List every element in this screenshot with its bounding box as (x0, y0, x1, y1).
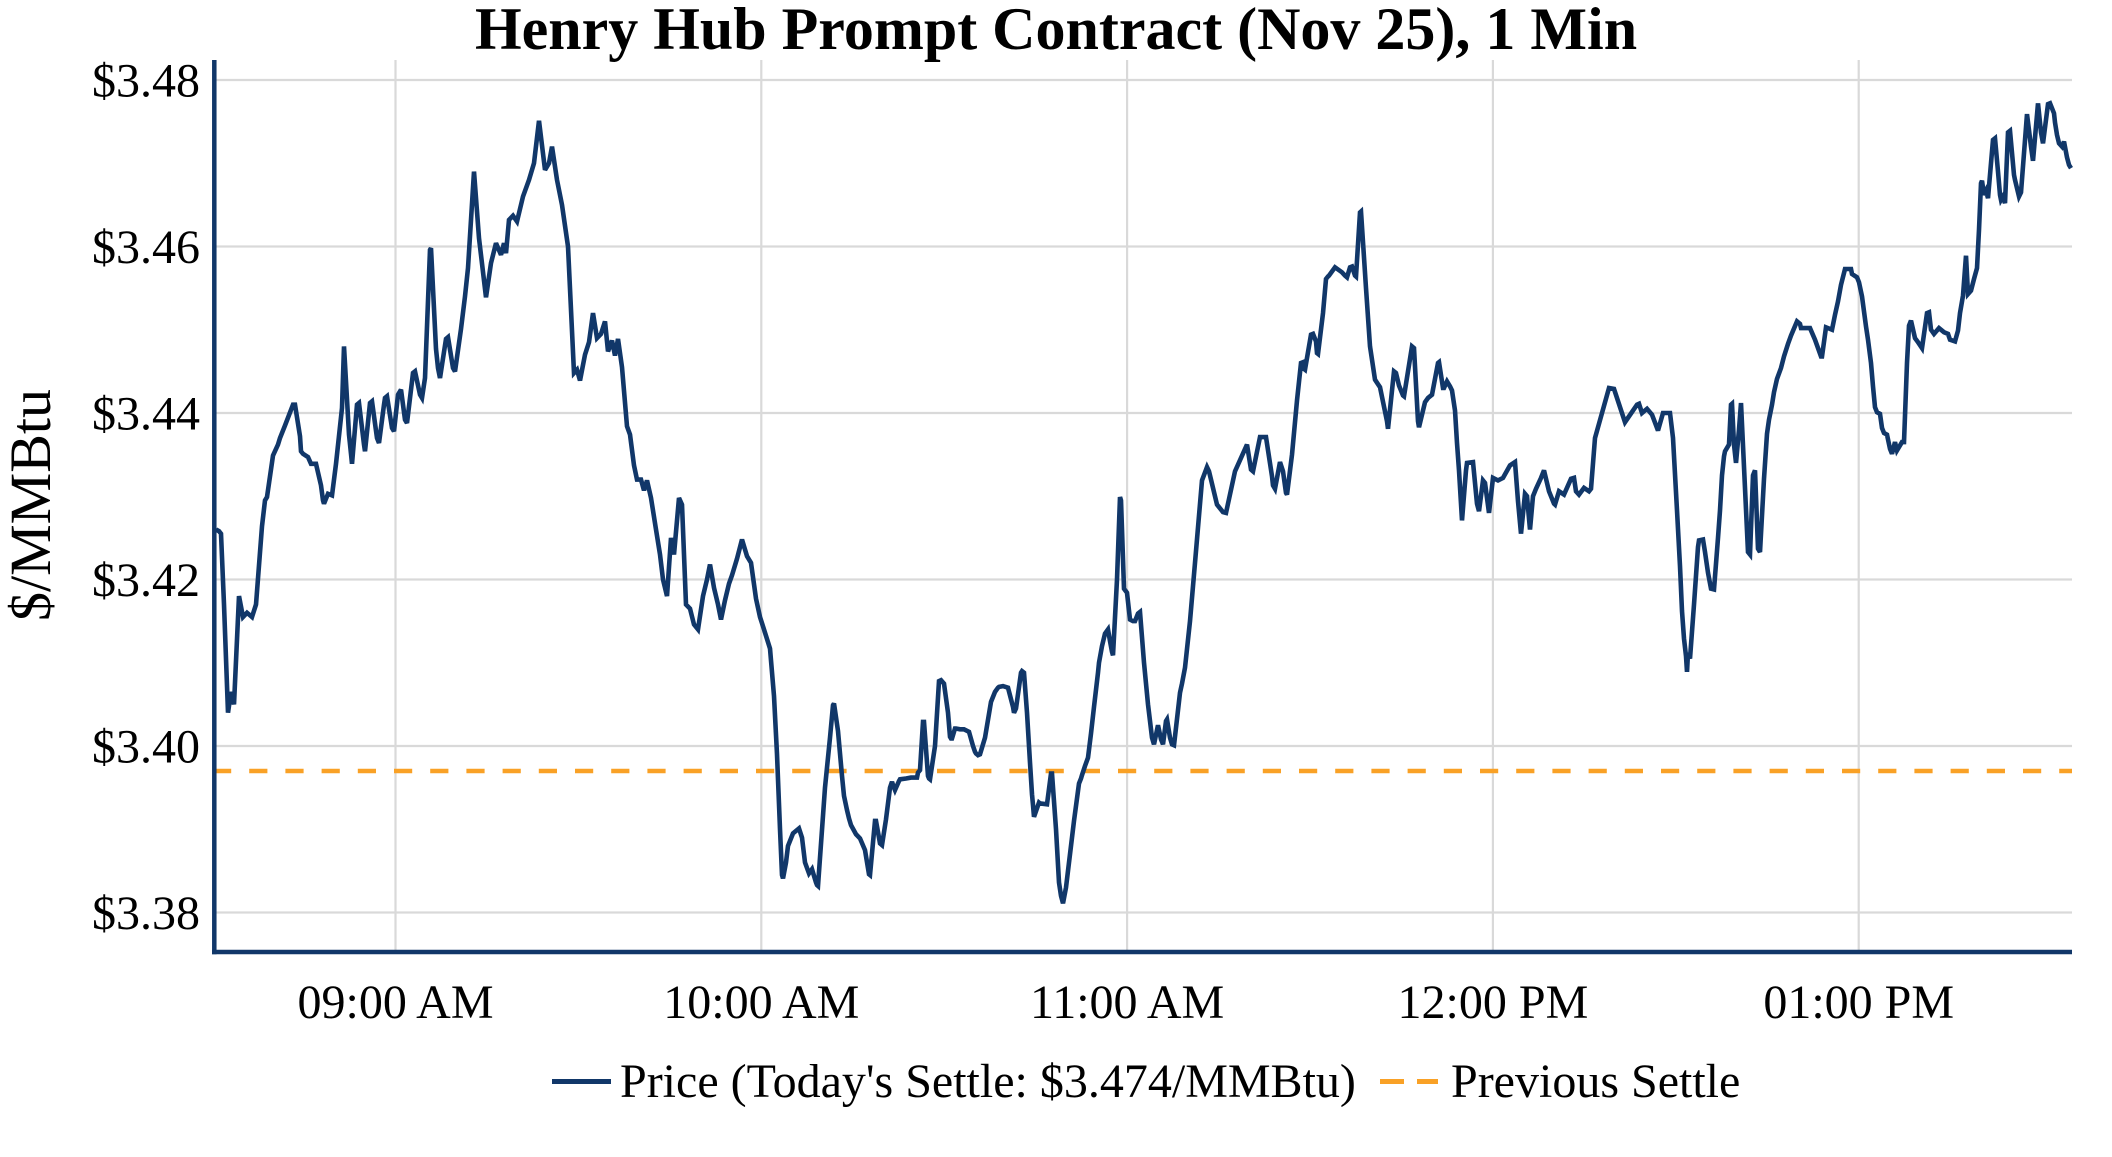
svg-text:12:00 PM: 12:00 PM (1398, 976, 1589, 1029)
svg-text:$3.42: $3.42 (92, 554, 200, 607)
svg-text:11:00 AM: 11:00 AM (1030, 976, 1224, 1029)
svg-text:Previous Settle: Previous Settle (1451, 1055, 1740, 1108)
svg-text:10:00 AM: 10:00 AM (663, 976, 859, 1029)
svg-text:Henry Hub Prompt Contract (Nov: Henry Hub Prompt Contract (Nov 25), 1 Mi… (475, 0, 1637, 62)
svg-text:01:00 PM: 01:00 PM (1763, 976, 1954, 1029)
svg-text:09:00 AM: 09:00 AM (297, 976, 493, 1029)
svg-text:$3.44: $3.44 (92, 388, 200, 441)
svg-text:$/MMBtu: $/MMBtu (0, 389, 63, 621)
svg-text:$3.46: $3.46 (92, 221, 200, 274)
svg-text:$3.48: $3.48 (92, 55, 200, 108)
svg-text:$3.38: $3.38 (92, 887, 200, 940)
svg-text:$3.40: $3.40 (92, 721, 200, 774)
svg-text:Price (Today's Settle: $3.474/: Price (Today's Settle: $3.474/MMBtu) (620, 1055, 1356, 1108)
